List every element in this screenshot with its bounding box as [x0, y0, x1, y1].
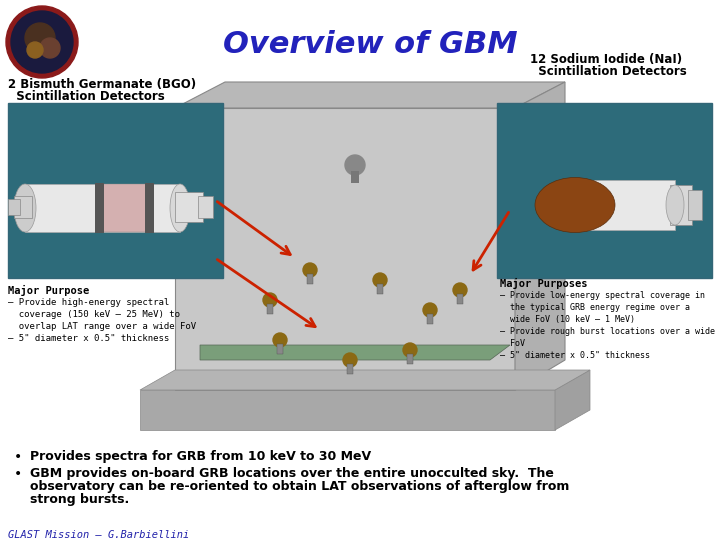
Bar — [8, 199, 20, 215]
Text: •: • — [14, 450, 22, 464]
Bar — [198, 196, 213, 218]
Text: strong bursts.: strong bursts. — [30, 493, 130, 506]
Ellipse shape — [666, 185, 684, 225]
Circle shape — [25, 23, 55, 53]
Bar — [688, 190, 702, 220]
Circle shape — [27, 42, 43, 58]
Text: Scintillation Detectors: Scintillation Detectors — [8, 90, 165, 103]
Bar — [145, 183, 154, 233]
Bar — [670, 185, 692, 225]
Polygon shape — [200, 345, 510, 360]
Circle shape — [6, 6, 78, 78]
Circle shape — [343, 353, 357, 367]
Text: – Provide low-energy spectral coverage in: – Provide low-energy spectral coverage i… — [500, 291, 705, 300]
Bar — [575, 180, 675, 230]
Bar — [95, 183, 104, 233]
Circle shape — [40, 38, 60, 58]
Text: Scintillation Detectors: Scintillation Detectors — [530, 65, 687, 78]
Text: coverage (150 keV – 25 MeV) to: coverage (150 keV – 25 MeV) to — [8, 310, 180, 319]
Text: Major Purpose: Major Purpose — [8, 285, 89, 296]
Polygon shape — [555, 370, 590, 430]
Circle shape — [423, 303, 437, 317]
Text: 2 Bismuth Germanate (BGO): 2 Bismuth Germanate (BGO) — [8, 78, 196, 91]
Circle shape — [263, 293, 277, 307]
Circle shape — [303, 263, 317, 277]
Bar — [25, 184, 180, 232]
Text: •: • — [14, 467, 22, 481]
Bar — [14, 196, 32, 218]
Text: – Provide rough burst locations over a wide: – Provide rough burst locations over a w… — [500, 327, 715, 336]
Bar — [100, 184, 148, 232]
Bar — [175, 192, 203, 222]
Text: Overview of GBM: Overview of GBM — [222, 30, 517, 59]
Polygon shape — [515, 82, 565, 390]
Circle shape — [453, 283, 467, 297]
Bar — [497, 103, 712, 278]
Text: – 5" diameter x 0.5" thickness: – 5" diameter x 0.5" thickness — [500, 351, 650, 360]
Bar — [351, 171, 359, 183]
Polygon shape — [140, 370, 590, 390]
Polygon shape — [175, 82, 565, 108]
Bar — [377, 284, 383, 294]
Circle shape — [273, 333, 287, 347]
Text: observatory can be re-oriented to obtain LAT observations of afterglow from: observatory can be re-oriented to obtain… — [30, 480, 570, 493]
Text: Major Purposes: Major Purposes — [500, 278, 588, 289]
Polygon shape — [140, 390, 555, 430]
Circle shape — [345, 155, 365, 175]
Text: GBM provides on-board GRB locations over the entire unocculted sky.  The: GBM provides on-board GRB locations over… — [30, 467, 554, 480]
Circle shape — [11, 11, 73, 73]
Bar — [277, 344, 283, 354]
Text: – 5" diameter x 0.5" thickness: – 5" diameter x 0.5" thickness — [8, 334, 169, 343]
Bar — [8, 103, 223, 278]
Text: – Provide high-energy spectral: – Provide high-energy spectral — [8, 298, 169, 307]
Text: overlap LAT range over a wide FoV: overlap LAT range over a wide FoV — [8, 322, 196, 331]
Text: wide FoV (10 keV – 1 MeV): wide FoV (10 keV – 1 MeV) — [500, 315, 635, 324]
Bar — [347, 364, 353, 374]
Ellipse shape — [14, 184, 36, 232]
Text: 12 Sodium Iodide (NaI): 12 Sodium Iodide (NaI) — [530, 53, 682, 66]
Bar — [427, 314, 433, 324]
Bar — [407, 354, 413, 364]
Polygon shape — [175, 108, 515, 390]
Text: GLAST Mission – G.Barbiellini: GLAST Mission – G.Barbiellini — [8, 530, 189, 540]
Bar — [267, 304, 273, 314]
Ellipse shape — [170, 184, 190, 232]
Text: the typical GRB energy regime over a: the typical GRB energy regime over a — [500, 303, 690, 312]
Text: Provides spectra for GRB from 10 keV to 30 MeV: Provides spectra for GRB from 10 keV to … — [30, 450, 371, 463]
Ellipse shape — [535, 178, 615, 233]
Circle shape — [373, 273, 387, 287]
Bar — [307, 274, 313, 284]
Bar — [457, 294, 463, 304]
Circle shape — [403, 343, 417, 357]
Text: FoV: FoV — [500, 339, 525, 348]
